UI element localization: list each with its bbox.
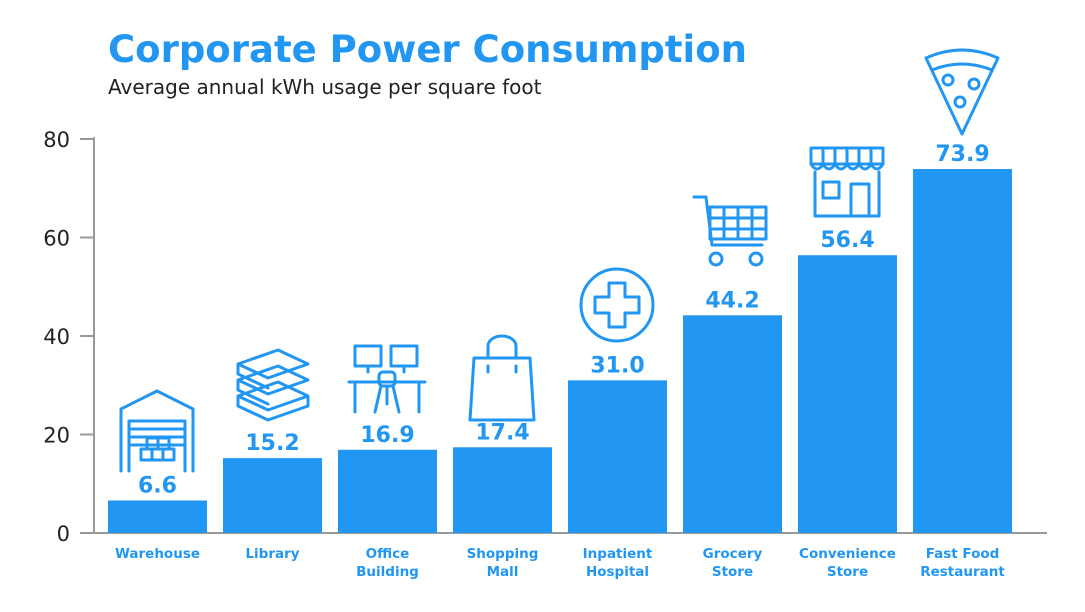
storefront-icon	[809, 146, 885, 218]
y-tick-label: 0	[57, 522, 70, 546]
chart-title: Corporate Power Consumption	[108, 28, 747, 71]
value-label: 73.9	[935, 142, 989, 167]
bar-shopping-mall	[453, 447, 552, 533]
bar-library	[223, 458, 322, 533]
value-label: 17.4	[475, 420, 529, 445]
category-label: Warehouse	[115, 546, 200, 562]
icons	[119, 48, 1000, 473]
category-label: Building	[356, 564, 419, 580]
bars: 6.6 Warehouse 15.2 Library 16.9 Office Buildin…	[108, 142, 1012, 580]
y-tick-label: 40	[43, 325, 70, 349]
value-label: 44.2	[705, 288, 759, 313]
category-label: Shopping	[467, 546, 539, 562]
bar-inpatient-hospital	[568, 380, 667, 533]
value-label: 16.9	[360, 423, 414, 448]
category-label: Inpatient	[583, 546, 653, 562]
shopping-bag-icon	[468, 334, 536, 422]
office-desk-icon	[347, 344, 427, 414]
category-label: Store	[827, 564, 868, 580]
value-label: 31.0	[590, 353, 644, 378]
bar-fast-food-restaurant	[913, 169, 1012, 534]
category-label: Store	[712, 564, 753, 580]
bar-warehouse	[108, 500, 207, 533]
category-label: Library	[245, 546, 299, 562]
value-label: 56.4	[820, 228, 874, 253]
y-tick-label: 60	[43, 227, 70, 251]
category-label: Restaurant	[920, 564, 1005, 580]
shopping-cart-icon	[692, 195, 768, 267]
category-label: Fast Food	[926, 546, 1000, 562]
hospital-cross-icon	[579, 267, 655, 343]
category-label: Grocery	[703, 546, 763, 562]
category-label: Office	[366, 546, 410, 562]
category-label: Mall	[487, 564, 519, 580]
y-tick-label: 80	[43, 128, 70, 152]
value-label: 15.2	[245, 431, 299, 456]
chart-subtitle: Average annual kWh usage per square foot	[108, 75, 542, 99]
bar-office-building	[338, 449, 437, 533]
category-label: Convenience	[799, 546, 896, 562]
pizza-slice-icon	[924, 48, 1000, 136]
value-label: 6.6	[138, 473, 177, 498]
bar-convenience-store	[798, 255, 897, 534]
category-label: Hospital	[586, 564, 649, 580]
warehouse-icon	[119, 389, 195, 473]
y-tick-label: 20	[43, 424, 70, 448]
books-icon	[236, 348, 310, 422]
bar-grocery-store	[683, 315, 782, 533]
